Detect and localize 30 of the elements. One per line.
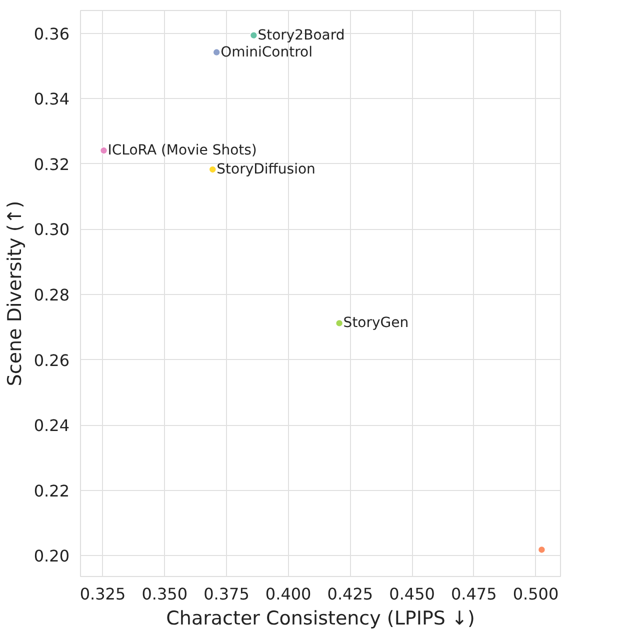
y-tick-label: 0.36 (34, 24, 70, 44)
x-tick-label: 0.350 (142, 584, 188, 604)
series-label: ICLoRA (Movie Shots) (108, 142, 257, 159)
y-tick-label: 0.20 (34, 546, 70, 566)
y-tick-label: 0.28 (34, 285, 70, 304)
y-tick-label: 0.30 (34, 220, 70, 240)
y-tick-label: 0.22 (34, 481, 70, 500)
y-tick-label: 0.34 (34, 90, 70, 109)
x-tick-label: 0.400 (265, 584, 312, 604)
series-label: Story2Board (258, 27, 345, 44)
point (100, 146, 108, 154)
point (335, 319, 344, 328)
point (212, 48, 220, 56)
x-axis-title: Character Consistency (LPIPS ↓) (166, 608, 475, 630)
x-tick-label: 0.425 (327, 584, 374, 604)
x-tick-label: 0.475 (451, 584, 497, 604)
point (250, 31, 258, 40)
point (538, 546, 546, 554)
x-tick-label: 0.450 (389, 584, 435, 604)
series-label: StoryGen (343, 315, 409, 332)
x-tick-label: 0.325 (80, 584, 126, 604)
y-tick-label: 0.32 (34, 154, 70, 174)
x-tick-label: 0.375 (204, 584, 250, 604)
y-axis-title: Scene Diversity (↑) (4, 200, 26, 386)
y-tick-label: 0.24 (34, 416, 70, 436)
x-tick-label: 0.500 (512, 584, 559, 604)
point (208, 166, 217, 174)
series-label: StoryDiffusion (216, 161, 316, 178)
y-tick-label: 0.26 (34, 350, 70, 370)
series-label: OminiControl (220, 44, 313, 60)
